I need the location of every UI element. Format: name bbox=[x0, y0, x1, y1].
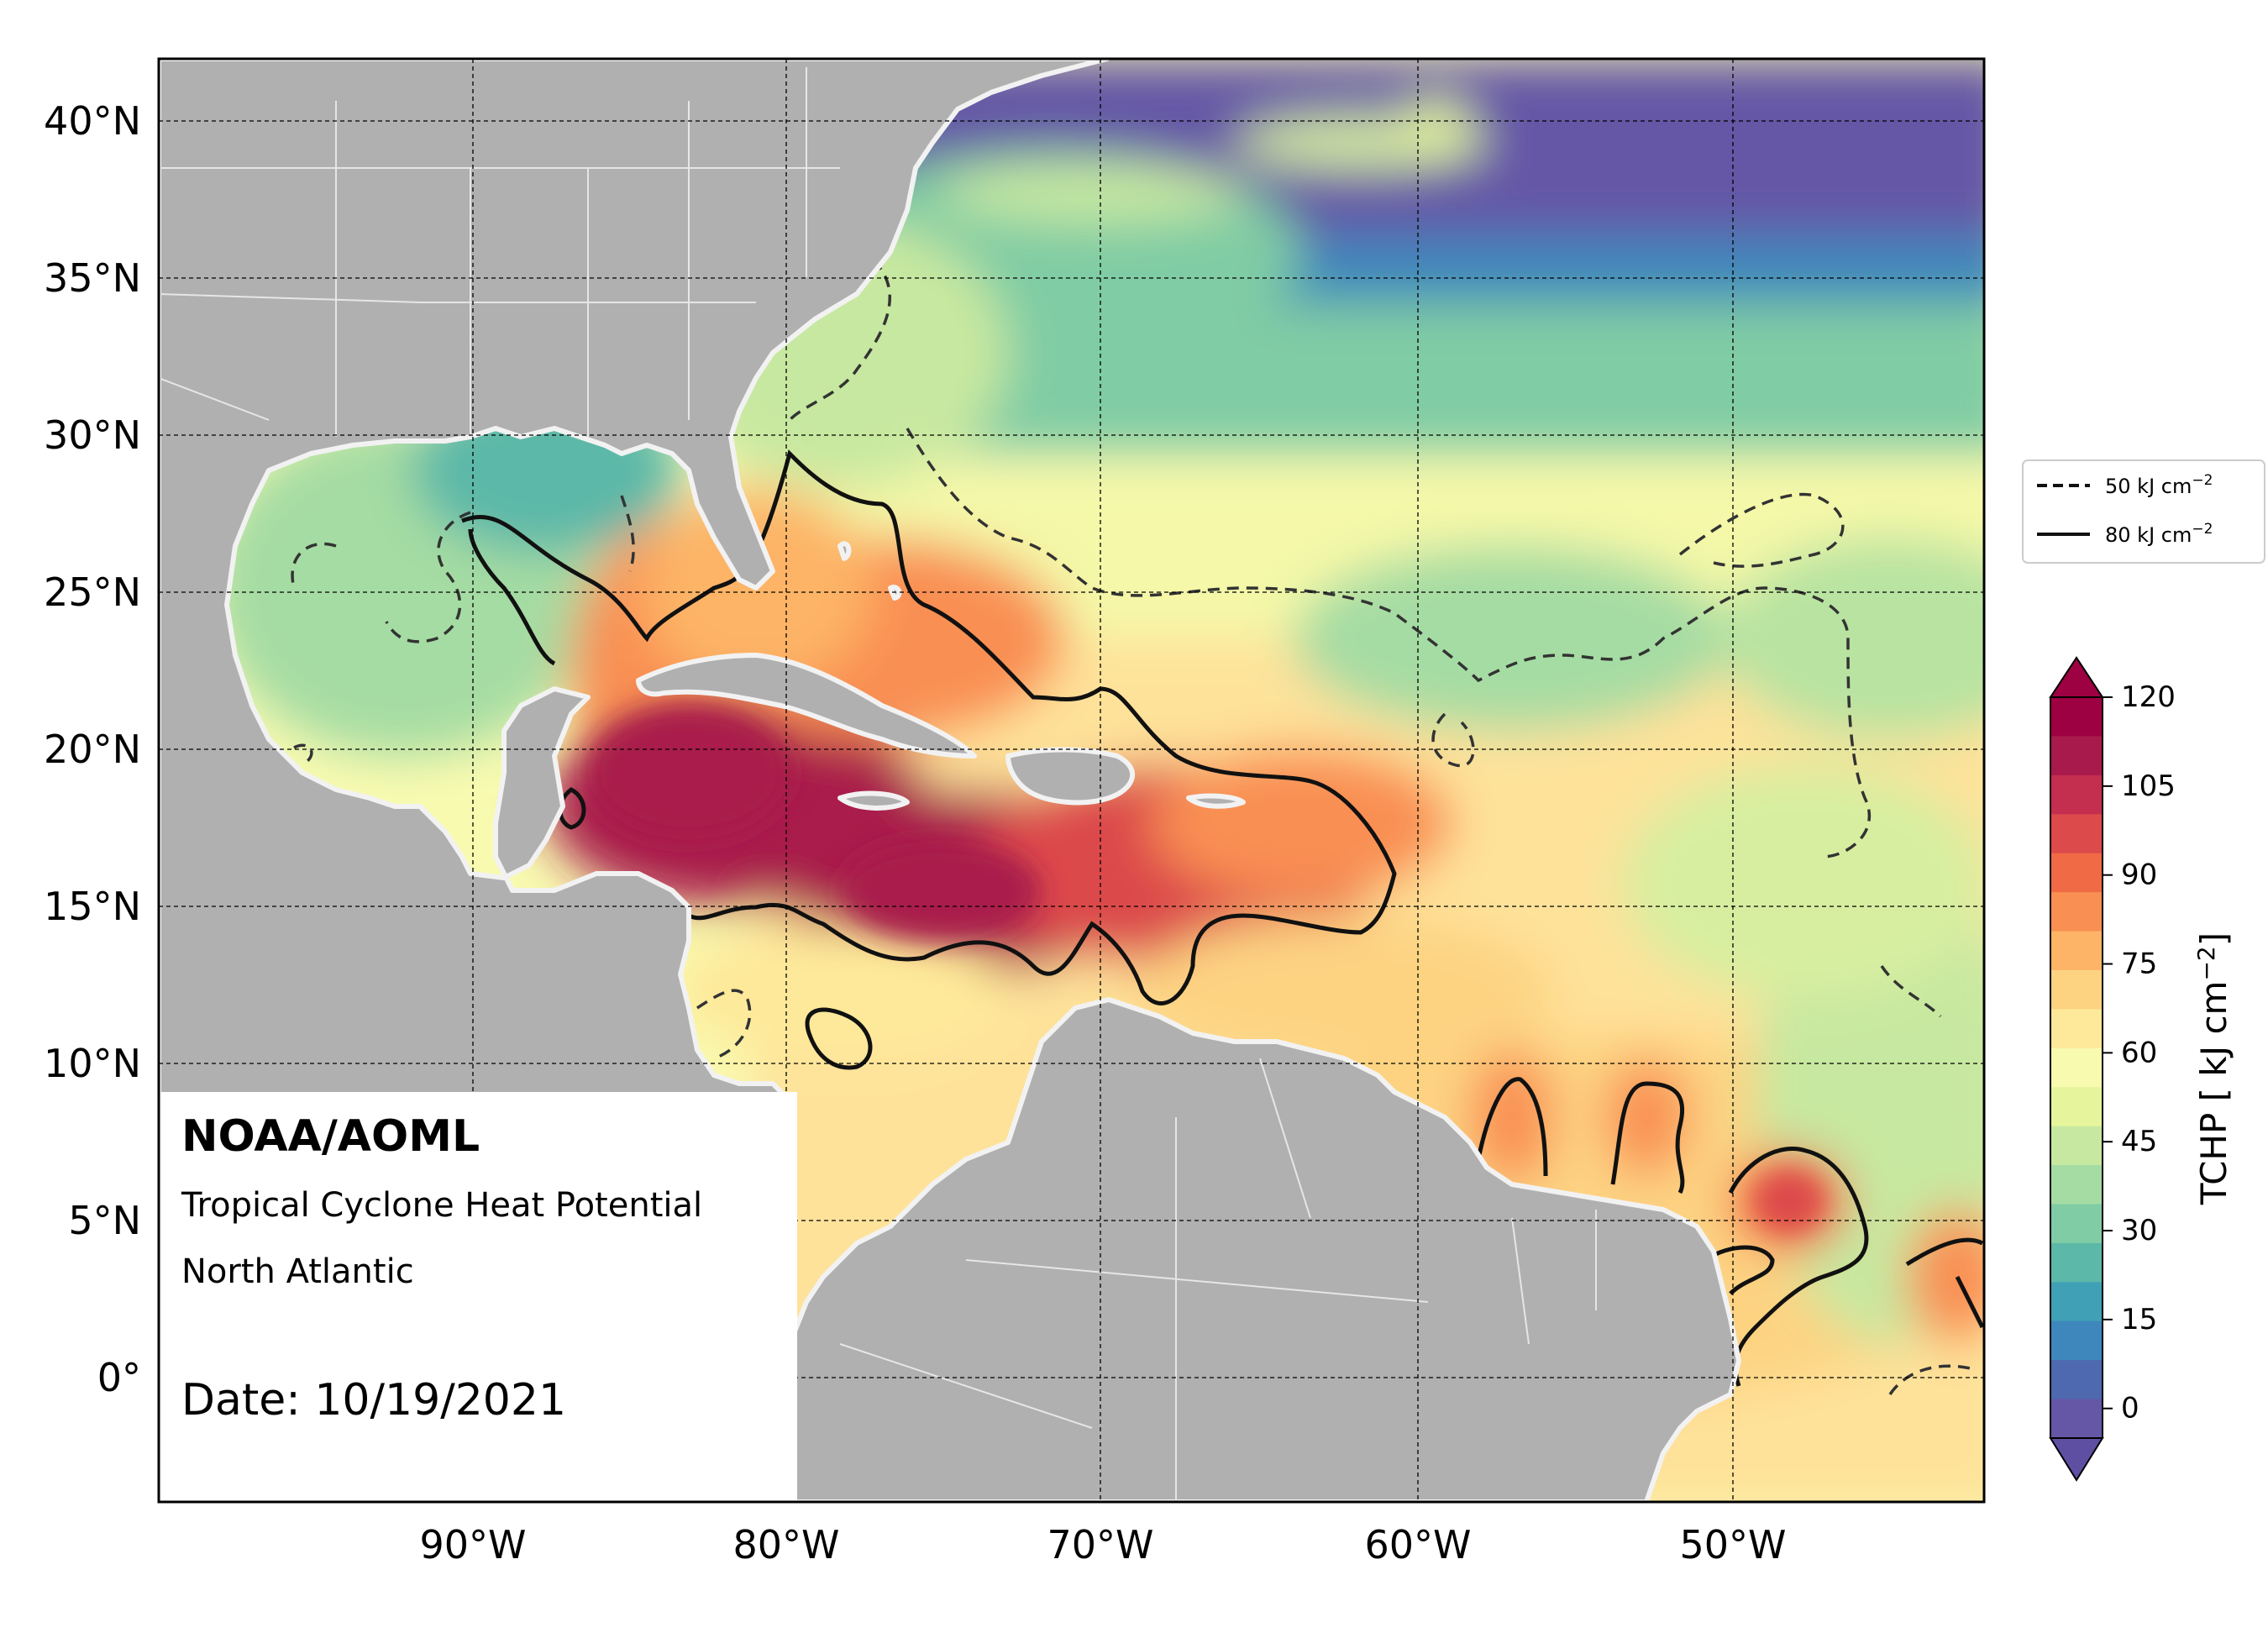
lat-tick-label: 30°N bbox=[44, 412, 141, 458]
land-hispaniola bbox=[1005, 747, 1136, 806]
colorbar-tick-label: 45 bbox=[2121, 1125, 2157, 1158]
colorbar-band bbox=[2050, 736, 2103, 776]
map-frame bbox=[157, 57, 1986, 1504]
colorbar-tick-label: 0 bbox=[2121, 1392, 2139, 1425]
colorbar-band bbox=[2050, 1047, 2103, 1088]
lon-tick-label: 80°W bbox=[732, 1522, 839, 1567]
contour-50 bbox=[291, 259, 1975, 1395]
colorbar-bands bbox=[2050, 697, 2103, 1439]
colorbar-band bbox=[2050, 969, 2103, 1010]
colorbar-band bbox=[2050, 931, 2103, 971]
info-box-background bbox=[159, 1092, 797, 1502]
colorbar-band bbox=[2050, 892, 2103, 932]
lat-tick-label: 10°N bbox=[44, 1041, 141, 1086]
colorbar-band bbox=[2050, 1282, 2103, 1322]
region-name: North Atlantic bbox=[181, 1252, 414, 1291]
colorbar-tick-label: 120 bbox=[2121, 680, 2176, 714]
colorbar-band bbox=[2050, 774, 2103, 815]
colorbar-band bbox=[2050, 1087, 2103, 1127]
colorbar-tick-label: 60 bbox=[2121, 1036, 2157, 1069]
colorbar-bottom-extend bbox=[2049, 1437, 2104, 1482]
contour-legend: 50 kJ cm−2 80 kJ cm−2 bbox=[2022, 459, 2265, 564]
colorbar-band bbox=[2050, 1360, 2103, 1400]
date-label: Date: 10/19/2021 bbox=[181, 1375, 566, 1425]
org-title: NOAA/AOML bbox=[181, 1111, 480, 1162]
legend-box bbox=[2022, 459, 2265, 564]
colorbar-tick-label: 30 bbox=[2121, 1214, 2157, 1247]
colorbar-band bbox=[2050, 1399, 2103, 1439]
legend-label-50: 50 kJ cm−2 bbox=[2105, 472, 2213, 498]
lat-tick-label: 0° bbox=[97, 1355, 141, 1400]
lat-tick-label: 5°N bbox=[68, 1198, 141, 1243]
heat-field bbox=[210, 59, 1984, 1502]
colorbar-band bbox=[2050, 1204, 2103, 1244]
lat-tick-label: 35°N bbox=[44, 255, 141, 301]
colorbar-tick-label: 105 bbox=[2121, 769, 2176, 803]
lon-tick-label: 70°W bbox=[1047, 1522, 1153, 1567]
lon-tick-label: 50°W bbox=[1679, 1522, 1786, 1567]
colorbar-band bbox=[2050, 853, 2103, 893]
lon-tick-label: 90°W bbox=[419, 1522, 526, 1567]
colorbar: 120 105 90 75 60 45 30 15 0 TCHP [ kJ cm−2] bbox=[2049, 656, 2234, 1482]
lon-axis: 90°W 80°W 70°W 60°W 50°W bbox=[419, 1522, 1786, 1567]
heat-core bbox=[588, 706, 1823, 1231]
info-box: NOAA/AOML Tropical Cyclone Heat Potentia… bbox=[159, 1092, 797, 1502]
colorbar-tick-label: 90 bbox=[2121, 858, 2157, 892]
lat-tick-label: 25°N bbox=[44, 570, 141, 615]
lat-tick-label: 40°N bbox=[44, 98, 141, 144]
lat-tick-label: 15°N bbox=[44, 884, 141, 929]
land-jamaica bbox=[837, 790, 910, 811]
colorbar-band bbox=[2050, 697, 2103, 738]
colorbar-band bbox=[2050, 1242, 2103, 1283]
land-puerto-rico bbox=[1186, 793, 1246, 809]
product-name: Tropical Cyclone Heat Potential bbox=[181, 1186, 702, 1225]
lat-axis: 40°N 35°N 30°N 25°N 20°N 15°N 10°N 5°N 0… bbox=[44, 98, 141, 1400]
lon-tick-label: 60°W bbox=[1364, 1522, 1471, 1567]
legend-label-80: 80 kJ cm−2 bbox=[2105, 521, 2213, 547]
colorbar-band bbox=[2050, 1320, 2103, 1361]
political-borders bbox=[159, 67, 1597, 1502]
land-south-america bbox=[737, 997, 1741, 1502]
colorbar-tick-label: 75 bbox=[2121, 948, 2157, 981]
colorbar-band bbox=[2050, 1009, 2103, 1049]
land-cuba bbox=[636, 653, 977, 759]
colorbar-tick-label: 15 bbox=[2121, 1303, 2157, 1336]
colorbar-outline bbox=[2050, 696, 2103, 1439]
colorbar-ticks: 120 105 90 75 60 45 30 15 0 bbox=[2103, 680, 2176, 1425]
colorbar-label: TCHP [ kJ cm−2] bbox=[2192, 932, 2234, 1205]
colorbar-band bbox=[2050, 1126, 2103, 1166]
colorbar-top-extend bbox=[2049, 656, 2104, 698]
lat-tick-label: 20°N bbox=[44, 727, 141, 772]
colorbar-band bbox=[2050, 1165, 2103, 1205]
map-area bbox=[159, 59, 1984, 1502]
colorbar-band bbox=[2050, 814, 2103, 854]
